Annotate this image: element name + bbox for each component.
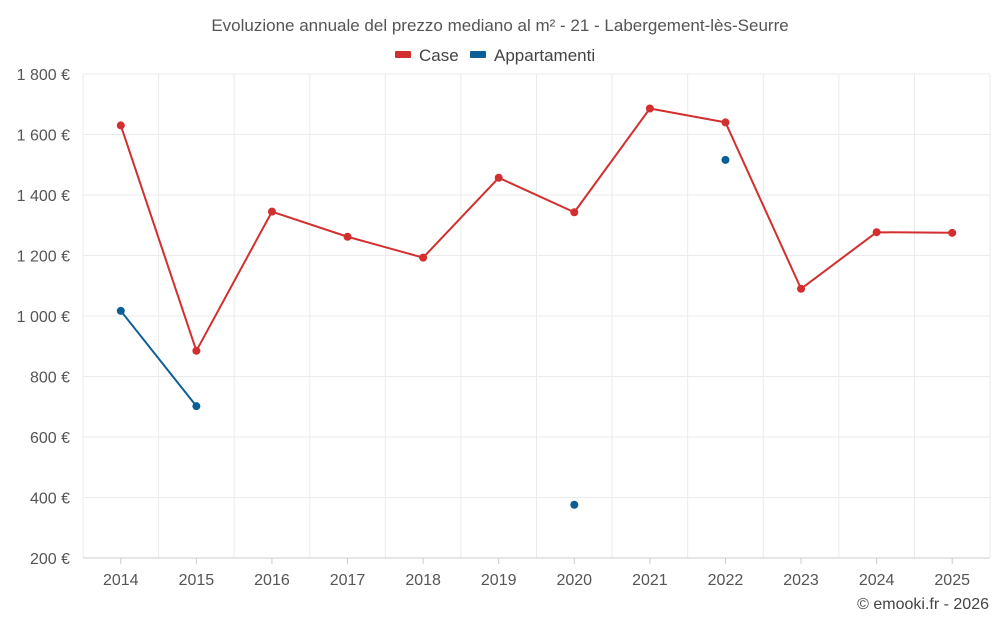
data-point-case[interactable]: [419, 253, 428, 262]
data-point-appartamenti[interactable]: [721, 155, 730, 164]
data-point-case[interactable]: [116, 121, 125, 130]
data-point-case[interactable]: [192, 346, 201, 355]
series-appartamenti: [116, 155, 730, 509]
legend-item-case[interactable]: Case: [395, 46, 459, 65]
x-tick-label: 2017: [330, 572, 366, 589]
y-tick-label: 1 600 €: [17, 128, 70, 145]
grid: [82, 73, 991, 558]
series: [116, 104, 957, 509]
data-point-appartamenti[interactable]: [192, 402, 201, 411]
data-point-case[interactable]: [797, 284, 806, 293]
series-line-case: [119, 107, 953, 352]
x-tick-label: 2022: [708, 572, 744, 589]
x-tick-label: 2021: [632, 572, 668, 589]
data-point-case[interactable]: [343, 232, 352, 241]
series-case: [116, 104, 957, 355]
x-tick-label: 2023: [783, 572, 819, 589]
y-tick-label: 1 000 €: [17, 309, 70, 326]
x-tick-label: 2020: [556, 572, 592, 589]
legend: Case Appartamenti: [395, 46, 595, 65]
y-tick-label: 800 €: [30, 370, 70, 387]
data-point-appartamenti[interactable]: [116, 306, 125, 315]
series-line-appartamenti: [121, 160, 726, 406]
credit: © emooki.fr - 2026: [857, 596, 989, 613]
x-tick-label: 2024: [859, 572, 895, 589]
chart-title: Evoluzione annuale del prezzo mediano al…: [211, 16, 788, 35]
x-axis: 2014 2015 2016 2017 2018 2019 2020 2021 2022 2023…: [83, 557, 990, 589]
x-tick-label: 2015: [179, 572, 215, 589]
y-tick-label: 600 €: [30, 430, 70, 447]
y-tick-label: 400 €: [30, 491, 70, 508]
y-tick-label: 1 800 €: [17, 67, 70, 84]
x-tick-label: 2025: [934, 572, 970, 589]
x-tick-label: 2016: [254, 572, 290, 589]
y-tick-label: 1 200 €: [17, 249, 70, 266]
legend-swatch-case: [395, 51, 411, 58]
data-point-case[interactable]: [570, 208, 579, 217]
legend-label-appartamenti: Appartamenti: [494, 46, 595, 65]
data-point-case[interactable]: [721, 118, 730, 127]
x-tick-label: 2018: [405, 572, 441, 589]
y-tick-label: 1 400 €: [17, 188, 70, 205]
legend-swatch-appartamenti: [470, 51, 486, 58]
x-tick-label: 2019: [481, 572, 517, 589]
data-point-case[interactable]: [494, 173, 503, 182]
x-tick-label: 2014: [103, 572, 139, 589]
data-point-case[interactable]: [267, 207, 276, 216]
data-point-case[interactable]: [948, 228, 957, 237]
data-point-case[interactable]: [645, 104, 654, 113]
data-point-appartamenti[interactable]: [570, 500, 579, 509]
data-point-case[interactable]: [872, 228, 881, 237]
y-tick-label: 200 €: [30, 551, 70, 568]
y-axis: 200 € 400 € 600 € 800 € 1 000 € 1 200 € 1 400 …: [17, 67, 70, 568]
legend-item-appartamenti[interactable]: Appartamenti: [470, 46, 595, 65]
legend-label-case: Case: [419, 46, 459, 65]
